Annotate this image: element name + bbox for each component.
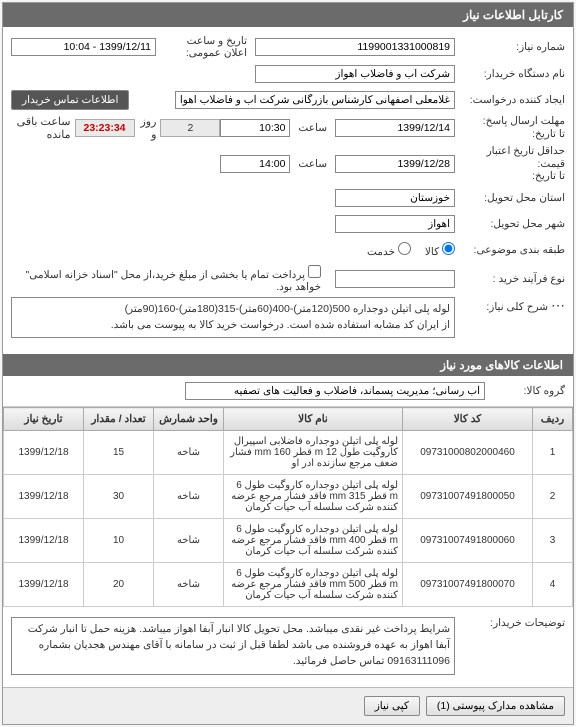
copy-need-button[interactable]: کپی نیاز [364, 696, 420, 716]
group-field[interactable] [185, 382, 485, 400]
announce-value[interactable] [11, 38, 156, 56]
valid-time[interactable] [220, 155, 290, 173]
cell-n: 4 [533, 563, 573, 607]
cell-name: لوله پلی اتیلن دوجداره کاروگیت طول 6 m ق… [224, 519, 403, 563]
payment-checkbox[interactable] [308, 265, 321, 278]
cell-date: 1399/12/18 [4, 519, 84, 563]
table-row[interactable]: 209731007491800050لوله پلی اتیلن دوجداره… [4, 475, 573, 519]
buyer-notes-text: شرایط پرداخت غیر نقدی میباشد. محل تحویل … [11, 617, 455, 674]
valid-date[interactable] [335, 155, 455, 173]
dots-icon [551, 301, 565, 313]
footer-buttons: مشاهده مدارک پیوستی (1) کپی نیاز [3, 687, 573, 724]
service-radio-text: خدمت [367, 246, 395, 258]
goods-radio-label[interactable]: کالا [425, 242, 455, 258]
hours-remaining-label: ساعت باقی مانده [11, 115, 71, 141]
cell-qty: 10 [84, 519, 154, 563]
goods-radio[interactable] [442, 242, 455, 255]
summary-label: شرح کلی نیاز: [455, 297, 565, 314]
form-area: شماره نیاز: تاریخ و ساعت اعلان عمومی: نا… [3, 27, 573, 350]
cell-qty: 15 [84, 431, 154, 475]
col-unit: واحد شمارش [154, 408, 224, 431]
summary-label-text: شرح کلی نیاز: [486, 301, 548, 313]
city-label: شهر محل تحویل: [455, 218, 565, 230]
group-label: گروه کالا: [485, 385, 565, 397]
need-number-field[interactable] [255, 38, 455, 56]
days-and-label: روز و [139, 115, 157, 141]
cell-qty: 30 [84, 475, 154, 519]
cell-code: 09731000802000460 [403, 431, 533, 475]
city-field[interactable] [335, 215, 455, 233]
cell-unit: شاخه [154, 475, 224, 519]
cell-code: 09731007491800070 [403, 563, 533, 607]
creator-field[interactable] [175, 91, 455, 109]
service-radio-label[interactable]: خدمت [367, 242, 411, 258]
purchase-type-label: نوع فرآیند خرید : [455, 273, 565, 285]
days-remaining: 2 [160, 119, 220, 137]
need-info-panel: کارتابل اطلاعات نیاز شماره نیاز: تاریخ و… [2, 2, 574, 725]
deadline-date[interactable] [335, 119, 455, 137]
deadline-label-1: مهلت ارسال پاسخ: [483, 115, 565, 127]
valid-label-1: حداقل تاریخ اعتبار قیمت: [487, 145, 565, 170]
valid-label-2: تا تاریخ: [532, 170, 565, 182]
cell-n: 1 [533, 431, 573, 475]
cell-n: 2 [533, 475, 573, 519]
items-table: ردیف کد کالا نام کالا واحد شمارش تعداد /… [3, 407, 573, 607]
purchase-type-field[interactable] [335, 270, 455, 288]
valid-label: حداقل تاریخ اعتبار قیمت: تا تاریخ: [455, 145, 565, 183]
cell-code: 09731007491800050 [403, 475, 533, 519]
category-label: طبقه بندی موضوعی: [455, 244, 565, 256]
summary-text: لوله پلی اتیلن دوجداره 500(120متر)-400(6… [11, 297, 455, 339]
table-row[interactable]: 309731007491800060لوله پلی اتیلن دوجداره… [4, 519, 573, 563]
deadline-time[interactable] [220, 119, 290, 137]
cell-name: لوله پلی اتیلن دوجداره کاروگیت طول 6 m ق… [224, 563, 403, 607]
panel-title: کارتابل اطلاعات نیاز [3, 3, 573, 27]
goods-radio-text: کالا [425, 246, 439, 258]
table-row[interactable]: 409731007491800070لوله پلی اتیلن دوجداره… [4, 563, 573, 607]
announce-label: تاریخ و ساعت اعلان عمومی: [156, 35, 255, 59]
time-label-2: ساعت [290, 158, 335, 170]
cell-date: 1399/12/18 [4, 475, 84, 519]
attachments-button[interactable]: مشاهده مدارک پیوستی (1) [426, 696, 565, 716]
cell-code: 09731007491800060 [403, 519, 533, 563]
province-field[interactable] [335, 189, 455, 207]
col-name: نام کالا [224, 408, 403, 431]
province-label: استان محل تحویل: [455, 192, 565, 204]
buyer-org-field[interactable] [255, 65, 455, 83]
cell-date: 1399/12/18 [4, 563, 84, 607]
cell-name: لوله پلی اتیلن دوجداره کاروگیت طول 6 m ق… [224, 475, 403, 519]
cell-date: 1399/12/18 [4, 431, 84, 475]
cell-qty: 20 [84, 563, 154, 607]
buyer-org-label: نام دستگاه خریدار: [455, 68, 565, 80]
cell-name: لوله پلی اتیلن دوجداره فاضلابی اسپیرال ک… [224, 431, 403, 475]
items-header: اطلاعات کالاهای مورد نیاز [3, 354, 573, 376]
col-row: ردیف [533, 408, 573, 431]
col-qty: تعداد / مقدار [84, 408, 154, 431]
group-row: گروه کالا: [3, 376, 573, 407]
contact-buyer-button[interactable]: اطلاعات تماس خریدار [11, 90, 129, 110]
service-radio[interactable] [398, 242, 411, 255]
cell-n: 3 [533, 519, 573, 563]
buyer-notes-label: توضیحات خریدار: [455, 617, 565, 629]
deadline-label-2: تا تاریخ: [532, 128, 565, 140]
table-header-row: ردیف کد کالا نام کالا واحد شمارش تعداد /… [4, 408, 573, 431]
cell-unit: شاخه [154, 431, 224, 475]
cell-unit: شاخه [154, 563, 224, 607]
need-number-label: شماره نیاز: [455, 41, 565, 53]
col-code: کد کالا [403, 408, 533, 431]
deadline-label: مهلت ارسال پاسخ: تا تاریخ: [455, 115, 565, 140]
countdown-timer: 23:23:34 [75, 119, 135, 137]
table-row[interactable]: 109731000802000460لوله پلی اتیلن دوجداره… [4, 431, 573, 475]
cell-unit: شاخه [154, 519, 224, 563]
creator-label: ایجاد کننده درخواست: [455, 94, 565, 106]
time-label-1: ساعت [290, 122, 335, 134]
col-date: تاریخ نیاز [4, 408, 84, 431]
payment-checkbox-text: پرداخت تمام یا بخشی از مبلغ خرید،از محل … [26, 269, 321, 293]
payment-checkbox-label[interactable]: پرداخت تمام یا بخشی از مبلغ خرید،از محل … [21, 265, 321, 293]
